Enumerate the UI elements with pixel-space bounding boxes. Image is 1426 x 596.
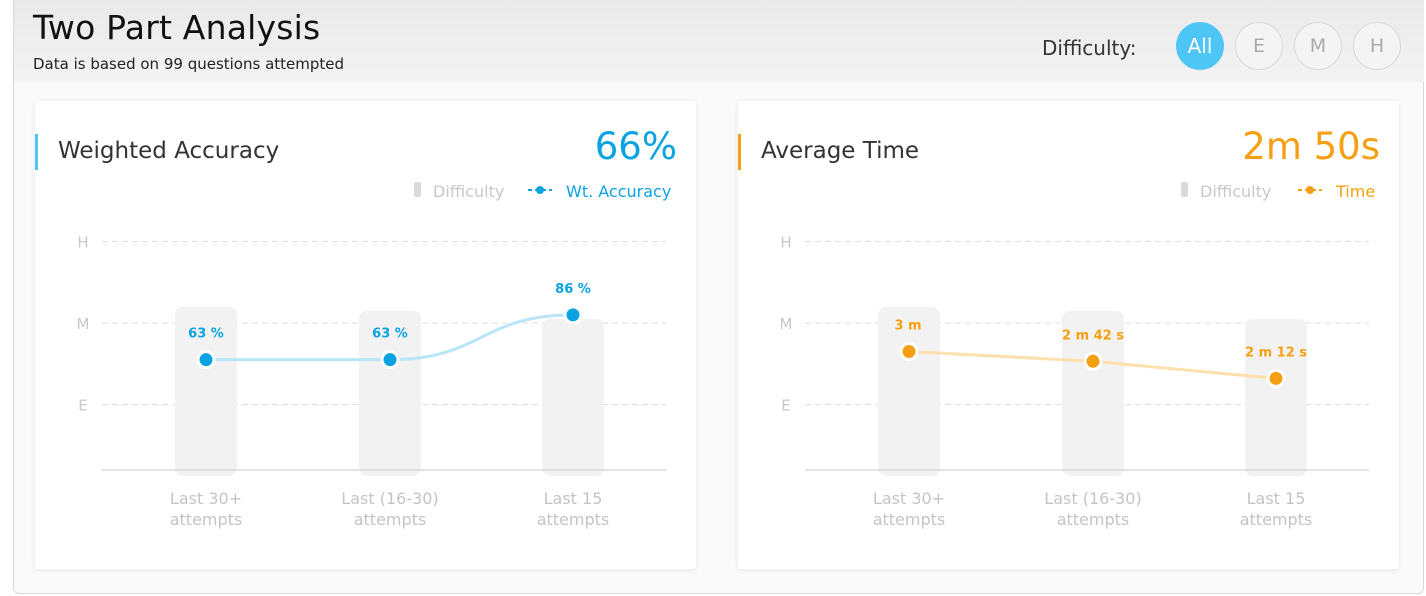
average-time-card: Average Time 2m 50s Difficulty Time E M H 3 m…: [738, 101, 1399, 569]
legend-difficulty-label: Difficulty: [1200, 182, 1271, 201]
difficulty-filter-medium[interactable]: M: [1294, 22, 1342, 70]
legend-difficulty-label: Difficulty: [433, 182, 504, 201]
x-tick-label: Last (16-30): [1044, 489, 1141, 508]
page-title: Two Part Analysis: [33, 8, 321, 47]
card-accent-bar: [738, 134, 741, 170]
card-value: 66%: [594, 125, 677, 168]
difficulty-bar: [359, 310, 421, 476]
difficulty-bar: [1245, 318, 1307, 476]
legend-series-label: Time: [1335, 182, 1375, 201]
x-tick-label: Last 15: [544, 489, 603, 508]
y-tick-label: M: [780, 315, 793, 333]
y-tick-label: E: [781, 397, 790, 415]
data-point: [899, 342, 919, 362]
difficulty-bar: [542, 318, 604, 476]
difficulty-bar: [175, 306, 237, 476]
weighted-accuracy-chart: Difficulty Wt. Accuracy E M H 63 % 63 % 86 % Las…: [77, 182, 671, 529]
card-value: 2m 50s: [1242, 125, 1380, 168]
legend-series-marker: [536, 186, 544, 194]
weighted-accuracy-card: Weighted Accuracy 66% Difficulty Wt. Accu…: [35, 101, 696, 569]
page-subtitle: Data is based on 99 questions attempted: [33, 55, 345, 73]
data-label: 86 %: [555, 282, 591, 297]
card-title: Average Time: [761, 138, 920, 164]
legend-series-label: Wt. Accuracy: [566, 182, 671, 201]
x-tick-label: Last 15: [1247, 489, 1306, 508]
data-label: 2 m 42 s: [1062, 328, 1124, 343]
x-tick-label: attempts: [1240, 510, 1313, 529]
legend-difficulty-swatch: [414, 182, 421, 197]
difficulty-filter-label: Difficulty:: [1042, 36, 1137, 60]
data-point: [380, 350, 400, 370]
difficulty-filter-easy[interactable]: E: [1235, 22, 1283, 70]
y-tick-label: H: [77, 234, 88, 252]
data-label: 2 m 12 s: [1245, 345, 1307, 360]
data-point: [1083, 351, 1103, 371]
difficulty-bar: [878, 306, 940, 476]
x-tick-label: attempts: [537, 510, 610, 529]
y-tick-label: H: [780, 234, 791, 252]
data-point: [196, 350, 216, 370]
data-label: 3 m: [894, 319, 921, 334]
legend-difficulty-swatch: [1181, 182, 1188, 197]
difficulty-bar: [1062, 310, 1124, 476]
data-point: [1266, 368, 1286, 388]
x-tick-label: Last 30+: [873, 489, 945, 508]
legend-series-marker: [1306, 186, 1314, 194]
data-label: 63 %: [372, 327, 408, 342]
y-tick-label: M: [77, 315, 90, 333]
data-point: [563, 305, 583, 325]
x-tick-label: Last 30+: [170, 489, 242, 508]
data-label: 63 %: [188, 327, 224, 342]
x-tick-label: attempts: [354, 510, 427, 529]
x-tick-label: Last (16-30): [341, 489, 438, 508]
difficulty-filter-all[interactable]: All: [1176, 22, 1224, 70]
card-accent-bar: [35, 134, 38, 170]
card-title: Weighted Accuracy: [58, 138, 280, 164]
x-tick-label: attempts: [170, 510, 243, 529]
x-tick-label: attempts: [1057, 510, 1130, 529]
average-time-chart: Difficulty Time E M H 3 m 2 m 42 s 2 m 12 s Last…: [780, 182, 1375, 529]
x-tick-label: attempts: [873, 510, 946, 529]
difficulty-filter-hard[interactable]: H: [1353, 22, 1401, 70]
y-tick-label: E: [78, 397, 87, 415]
